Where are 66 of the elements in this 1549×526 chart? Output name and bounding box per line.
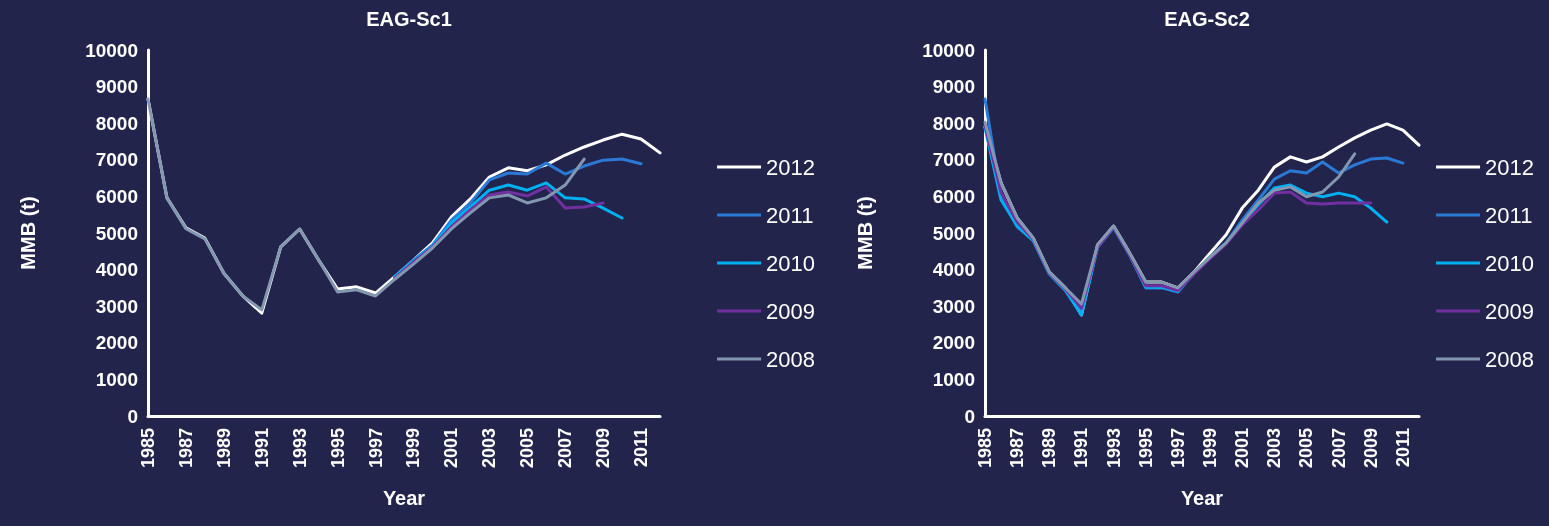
x-tick-label: 1991 — [251, 428, 272, 469]
chart-title: EAG-Sc1 — [366, 8, 452, 30]
y-tick-label: 5000 — [932, 222, 975, 244]
y-tick-label: 9000 — [932, 76, 975, 98]
x-axis-title: Year — [382, 487, 426, 509]
x-tick-label: 1993 — [1103, 428, 1124, 469]
y-tick-label: 4000 — [932, 259, 975, 281]
y-tick-label: 10000 — [85, 39, 138, 61]
y-tick-label: 2000 — [95, 332, 138, 354]
legend-label: 2009 — [1485, 298, 1535, 324]
x-tick-label: 1995 — [327, 428, 348, 469]
x-axis-title: Year — [1180, 487, 1224, 509]
x-tick-label: 1989 — [213, 428, 234, 469]
x-tick-label: 1985 — [138, 428, 158, 469]
x-tick-label: 1995 — [1135, 428, 1156, 469]
legend-label: 2012 — [766, 154, 816, 180]
y-tick-label: 10000 — [922, 39, 975, 61]
x-tick-label: 2001 — [1232, 428, 1253, 469]
legend-label: 2011 — [766, 202, 814, 228]
x-tick-label: 2007 — [1328, 428, 1349, 469]
x-tick-label: 2011 — [1392, 428, 1413, 468]
y-tick-label: 8000 — [932, 112, 975, 134]
y-tick-label: 5000 — [95, 222, 138, 244]
x-tick-label: 2003 — [479, 428, 500, 469]
legend-label: 2009 — [766, 298, 816, 324]
y-tick-label: 6000 — [932, 185, 975, 207]
y-tick-label: 2000 — [932, 332, 975, 354]
legend-label: 2008 — [1485, 346, 1535, 372]
x-tick-label: 2007 — [555, 428, 576, 469]
x-tick-label: 1997 — [1167, 428, 1188, 469]
legend-label: 2012 — [1485, 154, 1535, 180]
x-tick-label: 1997 — [365, 428, 386, 469]
y-tick-label: 6000 — [95, 185, 138, 207]
y-tick-label: 0 — [127, 405, 138, 427]
x-tick-label: 2009 — [593, 428, 614, 469]
y-tick-label: 9000 — [95, 76, 138, 98]
x-tick-label: 1987 — [175, 428, 196, 469]
x-tick-label: 2009 — [1360, 428, 1381, 469]
x-tick-label: 2003 — [1264, 428, 1285, 469]
x-tick-label: 1999 — [403, 428, 424, 469]
legend-label: 2008 — [766, 346, 816, 372]
y-tick-label: 4000 — [95, 259, 138, 281]
y-tick-label: 8000 — [95, 112, 138, 134]
legend-label: 2011 — [1485, 202, 1533, 228]
y-tick-label: 1000 — [932, 368, 975, 390]
x-tick-label: 1989 — [1039, 428, 1060, 469]
chart-title: EAG-Sc2 — [1164, 8, 1250, 30]
x-tick-label: 1985 — [975, 428, 995, 469]
y-tick-label: 0 — [964, 405, 975, 427]
x-tick-label: 1993 — [289, 428, 310, 469]
y-tick-label: 7000 — [932, 149, 975, 171]
y-tick-label: 1000 — [95, 368, 138, 390]
x-tick-label: 1987 — [1007, 428, 1028, 469]
legend-label: 2010 — [766, 250, 816, 276]
x-tick-label: 2005 — [1296, 428, 1317, 469]
x-tick-label: 2011 — [631, 428, 652, 468]
x-tick-label: 1991 — [1071, 428, 1092, 469]
legend-label: 2010 — [1485, 250, 1535, 276]
y-axis-title: MMB (t) — [854, 196, 876, 270]
y-axis-title: MMB (t) — [17, 196, 39, 270]
x-tick-label: 1999 — [1200, 428, 1221, 469]
y-tick-label: 3000 — [932, 295, 975, 317]
x-tick-label: 2001 — [441, 428, 462, 469]
x-tick-label: 2005 — [517, 428, 538, 469]
y-tick-label: 3000 — [95, 295, 138, 317]
y-tick-label: 7000 — [95, 149, 138, 171]
